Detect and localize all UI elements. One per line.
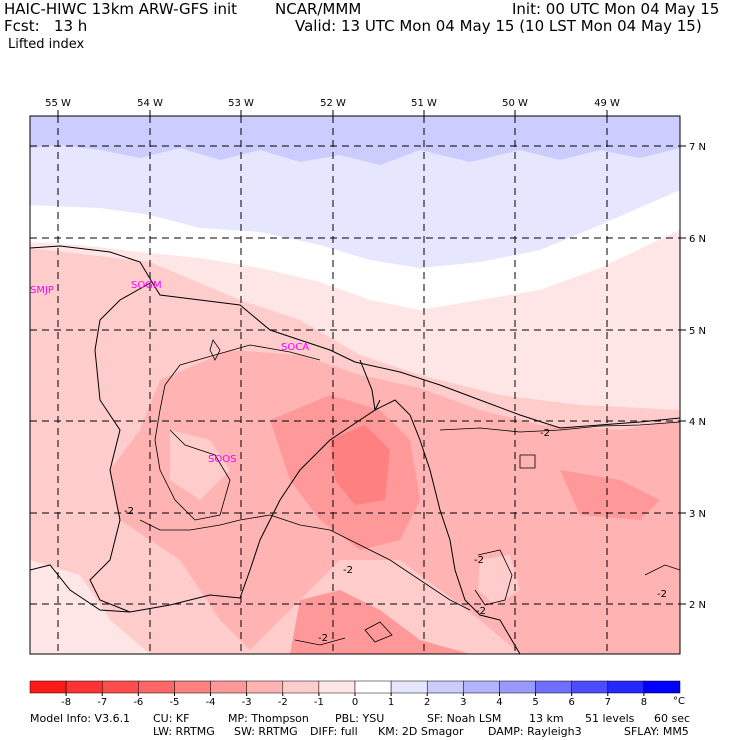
contour-labels: -2 -2 -2 -2 -2 -2 -2 bbox=[124, 428, 667, 644]
contour-label: -2 bbox=[476, 606, 486, 617]
footer-lw: LW: RRTMG bbox=[153, 725, 215, 738]
colorbar-unit: °C bbox=[673, 696, 685, 707]
field-name: Lifted index bbox=[8, 37, 85, 52]
footer-sflay: SFLAY: MM5 bbox=[624, 725, 689, 738]
colorbar-swatch bbox=[390, 680, 428, 694]
colorbar-tick-label: 6 bbox=[568, 697, 574, 708]
colorbar-tick-label: 8 bbox=[641, 697, 647, 708]
footer-sf: SF: Noah LSM bbox=[427, 712, 502, 725]
lon-label: 55 W bbox=[45, 98, 71, 109]
colorbar-tick-label: -5 bbox=[169, 697, 179, 708]
colorbar-swatch bbox=[246, 680, 284, 694]
colorbar-tick-label: 4 bbox=[496, 697, 502, 708]
lat-label: 3 N bbox=[689, 509, 706, 520]
lat-label: 4 N bbox=[689, 417, 706, 428]
contour-label: -2 bbox=[343, 565, 353, 576]
colorbar-swatch bbox=[210, 680, 247, 694]
forecast-hour: Fcst: 13 h bbox=[4, 17, 88, 35]
footer-sw: SW: RRTMG bbox=[234, 725, 298, 738]
colorbar-tick-label: -8 bbox=[61, 697, 71, 708]
lat-label: 5 N bbox=[689, 326, 706, 337]
colorbar: -8 -7 -6 -5 -4 -3 -2 -1 0 1 2 3 4 5 6 7 8 bbox=[29, 680, 681, 708]
colorbar-swatch bbox=[426, 680, 464, 694]
colorbar-swatch bbox=[318, 680, 356, 694]
lon-label: 51 W bbox=[411, 98, 437, 109]
lat-label: 7 N bbox=[689, 142, 706, 153]
contour-label: -2 bbox=[318, 633, 328, 644]
colorbar-tick-label: -2 bbox=[278, 697, 288, 708]
coastlines-and-borders bbox=[30, 245, 680, 654]
latitude-labels: 7 N 6 N 5 N 4 N 3 N 2 N bbox=[689, 142, 706, 611]
contours bbox=[139, 339, 680, 646]
footer-km: KM: 2D Smagor bbox=[378, 725, 464, 738]
contour-label: -2 bbox=[474, 555, 484, 566]
station-label: SMJP bbox=[30, 285, 54, 296]
colorbar-tick-label: 2 bbox=[424, 697, 430, 708]
init-time: Init: 00 UTC Mon 04 May 15 bbox=[512, 0, 720, 18]
colorbar-swatch bbox=[535, 680, 572, 694]
contour-label: -2 bbox=[657, 589, 667, 600]
footer-mp: MP: Thompson bbox=[228, 712, 309, 725]
footer-cu: CU: KF bbox=[153, 712, 190, 725]
valid-time: Valid: 13 UTC Mon 04 May 15 (10 LST Mon … bbox=[295, 17, 702, 35]
colorbar-tick-label: 7 bbox=[605, 697, 611, 708]
station-label: SOCA bbox=[281, 342, 309, 353]
footer-timestep: 60 sec bbox=[654, 712, 691, 725]
lon-label: 49 W bbox=[594, 98, 620, 109]
longitude-labels: 55 W 54 W 53 W 52 W 51 W 50 W 49 W bbox=[45, 98, 620, 109]
contour-label: -2 bbox=[540, 428, 550, 439]
station-label: SOOS bbox=[208, 454, 236, 465]
colorbar-tick-label: 0 bbox=[352, 697, 358, 708]
colorbar-tick-label: 3 bbox=[460, 697, 466, 708]
footer-pbl: PBL: YSU bbox=[335, 712, 385, 725]
footer-levels: 51 levels bbox=[585, 712, 635, 725]
colorbar-swatch bbox=[643, 680, 681, 694]
colorbar-swatch bbox=[138, 680, 175, 694]
lat-label: 6 N bbox=[689, 234, 706, 245]
colorbar-swatch bbox=[354, 680, 392, 694]
colorbar-tick-label: 1 bbox=[388, 697, 394, 708]
lon-label: 50 W bbox=[502, 98, 528, 109]
lon-label: 54 W bbox=[137, 98, 163, 109]
colorbar-swatch bbox=[607, 680, 645, 694]
map-frame bbox=[29, 115, 681, 655]
contour-label: -2 bbox=[124, 506, 134, 517]
colorbar-tick-label: -4 bbox=[206, 697, 216, 708]
colorbar-tick-label: -3 bbox=[242, 697, 252, 708]
colorbar-swatch bbox=[282, 680, 320, 694]
footer-diff: DIFF: full bbox=[310, 725, 358, 738]
colorbar-tick-label: -1 bbox=[314, 697, 324, 708]
station-label: SOGM bbox=[131, 280, 162, 291]
model-title: HAIC-HIWC 13km ARW-GFS init bbox=[4, 0, 238, 18]
institution-label: NCAR/MMM bbox=[275, 0, 362, 18]
colorbar-tick-label: -7 bbox=[97, 697, 107, 708]
lat-lon-grid bbox=[30, 116, 680, 654]
colorbar-swatch bbox=[101, 680, 139, 694]
lon-label: 52 W bbox=[320, 98, 346, 109]
shaded-field bbox=[30, 116, 680, 654]
colorbar-swatch bbox=[463, 680, 500, 694]
footer-damp: DAMP: Rayleigh3 bbox=[488, 725, 582, 738]
footer-model-info: Model Info: V3.6.1 bbox=[30, 712, 131, 725]
colorbar-swatch bbox=[571, 680, 609, 694]
colorbar-tick-label: 5 bbox=[532, 697, 538, 708]
colorbar-swatch bbox=[174, 680, 211, 694]
footer-resolution: 13 km bbox=[529, 712, 564, 725]
lat-label: 2 N bbox=[689, 600, 706, 611]
lon-label: 53 W bbox=[228, 98, 254, 109]
colorbar-tick-label: -6 bbox=[133, 697, 143, 708]
axis-ticks bbox=[57, 110, 686, 605]
station-labels: SMJP SOGM SOCA SOOS bbox=[30, 280, 309, 465]
colorbar-swatch bbox=[65, 680, 103, 694]
colorbar-swatch bbox=[29, 680, 67, 694]
colorbar-swatch bbox=[499, 680, 536, 694]
